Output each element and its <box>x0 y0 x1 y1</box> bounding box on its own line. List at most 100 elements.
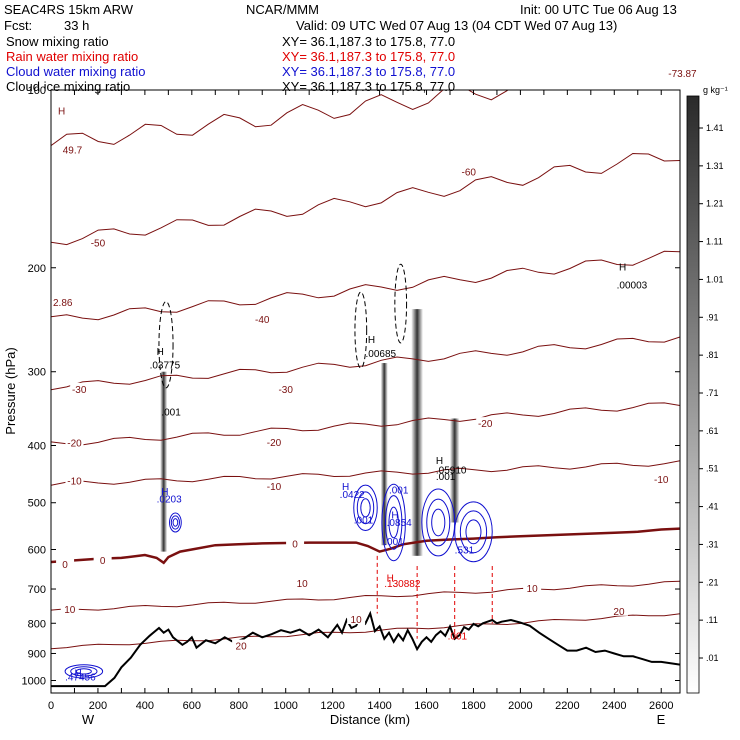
extremum-label: H <box>342 482 349 493</box>
isotherm-label-bg <box>93 554 112 566</box>
extremum-label: H <box>619 262 626 273</box>
init-time: Init: 00 UTC Tue 06 Aug 13 <box>520 2 677 17</box>
terrain-line <box>51 610 680 688</box>
isotherm-line <box>51 460 680 486</box>
x-tick-label: 600 <box>183 700 201 712</box>
snow-column <box>160 371 168 552</box>
y-tick-label: 500 <box>28 498 46 510</box>
colorbar-level: .81 <box>706 350 719 360</box>
extremum-label: .001 <box>389 485 409 496</box>
cloud-water-contour <box>421 488 456 557</box>
isotherm-line <box>51 613 680 650</box>
cloud-water-contour <box>381 483 406 562</box>
colorbar-level: 1.11 <box>706 237 723 247</box>
extremum-label: H <box>436 456 443 467</box>
cloud-water-contour <box>384 495 403 550</box>
extremum-label: .00003 <box>617 281 648 292</box>
cloud-water-contour <box>172 518 179 527</box>
x-tick-label: 2600 <box>649 700 673 712</box>
cloud-water-contour <box>353 484 378 531</box>
isotherm-label-bg <box>652 473 671 485</box>
colorbar-level: .31 <box>706 539 719 549</box>
colorbar-labels: 1.41 1.31 1.21 1.11 1.01 .91 .81 .71 .61 .51 .41 .3… <box>699 123 724 663</box>
isotherm-label: 0 <box>100 556 106 567</box>
extremum-label: 49.7 <box>63 145 83 156</box>
x-tick-label: 1400 <box>367 700 391 712</box>
isotherm-label-bg <box>88 236 107 248</box>
cloud-water-contour <box>459 510 488 554</box>
extremum-label: .03775 <box>150 360 181 371</box>
y-tick-label: 100 <box>28 85 46 97</box>
colorbar-level: .11 <box>706 615 718 625</box>
isotherm-label-bg <box>264 435 283 447</box>
extremum-label: H <box>391 511 398 522</box>
field-xy: XY= 36.1,187.3 to 175.8, 77.0 <box>282 49 455 64</box>
extremum-label: .001 <box>448 631 468 642</box>
extremum-label: 2.86 <box>53 298 73 309</box>
isotherm-label-bg <box>347 613 366 625</box>
isotherm-label: -10 <box>654 475 669 486</box>
colorbar-unit: g kg⁻¹ <box>703 85 728 95</box>
cloud-water-contour <box>388 506 399 539</box>
extremum-label: H <box>368 335 375 346</box>
extremum-label: H <box>58 106 65 117</box>
colorbar-level: 1.01 <box>706 274 724 284</box>
x-tick-label: 1200 <box>320 700 344 712</box>
field-xy: XY= 36.1,187.3 to 175.8, 77.0 <box>282 34 455 49</box>
isotherm-label-bg <box>286 537 305 549</box>
y-tick-label: 300 <box>28 367 46 379</box>
colorbar-level: .71 <box>706 388 719 398</box>
isotherm-line <box>51 250 680 321</box>
x-tick-label: 400 <box>136 700 154 712</box>
isotherm-label: 0 <box>292 539 298 550</box>
isotherm-line <box>51 580 680 611</box>
colorbar-level: 1.41 <box>706 123 724 133</box>
colorbar-level: .01 <box>706 653 719 663</box>
x-axis-title: Distance (km) <box>330 712 410 727</box>
isotherm-label: -40 <box>255 315 270 326</box>
isotherm-label-bg <box>276 382 295 394</box>
cloud-water-contour <box>64 664 104 679</box>
x-tick-label: 1000 <box>273 700 297 712</box>
cloud-ice-contour <box>158 301 174 389</box>
extremum-label: -73.87 <box>668 69 697 80</box>
isotherm-label-bg <box>65 474 84 486</box>
isotherm-label: -30 <box>72 385 87 396</box>
colorbar-level: .51 <box>706 464 719 474</box>
isotherm-label: 0 <box>62 560 68 571</box>
east-label: E <box>657 712 666 727</box>
x-tick-label: 2000 <box>508 700 532 712</box>
extremum-label: .0203 <box>157 495 182 506</box>
plot-body <box>51 90 680 688</box>
isotherm-line <box>51 152 680 246</box>
isotherm-label-bg <box>60 603 79 615</box>
extremum-label: .0422 <box>340 490 365 501</box>
isotherm-label: -10 <box>267 482 282 493</box>
isotherm-label-bg <box>523 582 542 594</box>
extremum-label: H <box>161 487 168 498</box>
fcst-value: 33 h <box>64 18 89 33</box>
x-tick-label: 2200 <box>555 700 579 712</box>
field-xy: XY= 36.1,187.3 to 175.8, 77.0 <box>282 79 455 94</box>
colorbar-level: .61 <box>706 426 719 436</box>
x-tick-label: 0 <box>48 700 54 712</box>
x-tick-label: 1600 <box>414 700 438 712</box>
x-tick-label: 200 <box>89 700 107 712</box>
y-tick-label: 1000 <box>22 675 46 687</box>
isotherm-line <box>51 336 680 391</box>
isotherm-label: 20 <box>236 642 248 653</box>
fcst-label: Fcst: <box>4 18 32 33</box>
org-name: NCAR/MMM <box>246 2 319 17</box>
cloud-water-contour <box>70 666 98 677</box>
field-label: Rain water mixing ratio <box>6 49 138 64</box>
cloud-water-contour <box>465 519 482 545</box>
isotherm-label: -50 <box>91 239 106 250</box>
extremum-label: .130882 <box>384 579 421 590</box>
isotherm-label-bg <box>253 312 272 324</box>
extremum-label: .001 <box>436 472 456 483</box>
y-tick-label: 200 <box>28 263 46 275</box>
isotherm-label-bg <box>459 165 478 177</box>
cloud-water-contour <box>170 515 180 530</box>
colorbar-gradient <box>686 95 700 694</box>
x-tick-label: 2400 <box>602 700 626 712</box>
